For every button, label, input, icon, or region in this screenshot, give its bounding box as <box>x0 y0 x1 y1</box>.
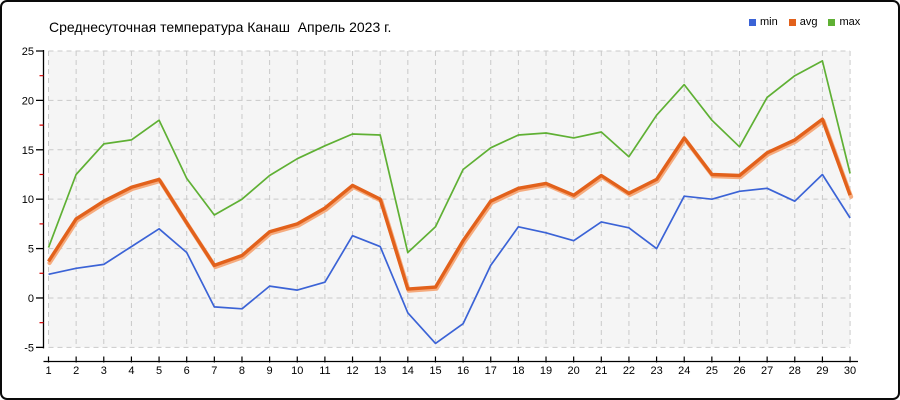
x-tick-label: 8 <box>239 365 245 377</box>
legend-label-max: max <box>839 16 861 28</box>
y-axis: 25 20 15 10 5 0 -5 <box>22 46 45 354</box>
legend-swatch-min-icon <box>749 18 756 26</box>
series-max-line <box>47 60 851 254</box>
y-tick-label: 25 <box>22 46 34 58</box>
x-tick-label: 18 <box>512 365 524 377</box>
chart-title: Среднесуточная температура Канаш Апрель … <box>49 19 392 35</box>
y-tick-label: 20 <box>22 95 34 107</box>
x-tick-label: 26 <box>733 365 745 377</box>
x-tick-label: 7 <box>211 365 217 377</box>
y-tick-label: 0 <box>28 293 34 305</box>
gridlines <box>48 50 851 348</box>
x-tick-label: 27 <box>761 365 773 377</box>
x-tick-label: 10 <box>291 365 303 377</box>
x-tick-label: 23 <box>650 365 662 377</box>
legend-item-avg: avg <box>788 16 818 28</box>
x-tick-label: 1 <box>45 365 51 377</box>
x-tick-label: 29 <box>816 365 828 377</box>
x-tick-label: 3 <box>101 365 107 377</box>
x-tick-label: 16 <box>457 365 469 377</box>
legend-label-min: min <box>760 16 778 28</box>
x-tick-label: 2 <box>73 365 79 377</box>
legend-swatch-max-icon <box>828 18 836 26</box>
x-tick-label: 24 <box>678 365 690 377</box>
x-tick-label: 21 <box>595 365 607 377</box>
y-tick-label: 5 <box>28 244 34 256</box>
y-tick-label: 10 <box>22 194 34 206</box>
x-tick-label: 13 <box>374 365 386 377</box>
x-tick-label: 11 <box>319 365 330 377</box>
x-tick-label: 25 <box>706 365 718 377</box>
legend-label-avg: avg <box>799 16 818 28</box>
x-tick-label: 5 <box>156 365 162 377</box>
y-tick-label: 15 <box>22 145 34 157</box>
legend-item-min: min <box>749 16 778 28</box>
x-axis: 1 2 3 4 5 6 7 8 9 10 11 12 13 14 15 16 17 18 19 20 21 22 23 24 2… <box>43 356 858 377</box>
x-tick-label: 19 <box>540 365 552 377</box>
y-tick-label: -5 <box>24 342 34 354</box>
x-tick-label: 15 <box>429 365 441 377</box>
x-tick-label: 9 <box>267 365 273 377</box>
series-min-line <box>48 173 851 345</box>
legend: min avg max <box>749 16 860 28</box>
legend-swatch-avg-icon <box>788 18 796 26</box>
x-tick-label: 14 <box>402 365 414 377</box>
x-tick-label: 28 <box>789 365 801 377</box>
series-avg-line <box>47 117 852 291</box>
x-tick-label: 17 <box>485 365 497 377</box>
x-tick-label: 30 <box>844 365 856 377</box>
x-tick-label: 20 <box>568 365 580 377</box>
x-tick-label: 4 <box>128 365 134 377</box>
x-tick-label: 22 <box>623 365 635 377</box>
x-tick-label: 6 <box>184 365 190 377</box>
legend-item-max: max <box>828 16 860 28</box>
x-tick-label: 12 <box>346 365 358 377</box>
